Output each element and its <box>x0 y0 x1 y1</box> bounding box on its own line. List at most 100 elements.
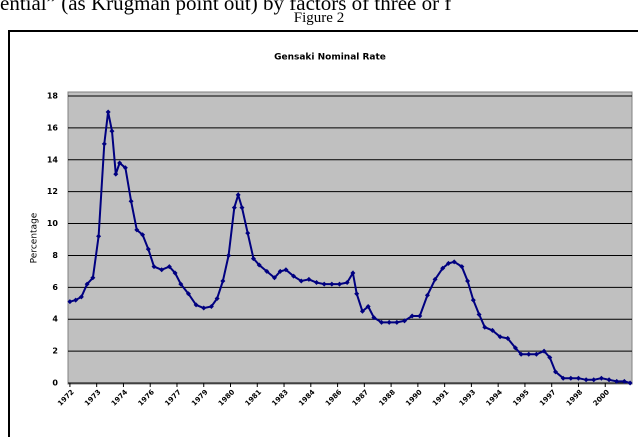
data-point <box>178 281 184 287</box>
data-point <box>533 351 539 357</box>
plot-area <box>67 91 633 385</box>
figure-label: Figure 2 <box>293 10 345 26</box>
data-point <box>344 280 350 286</box>
data-point <box>614 378 620 384</box>
data-point <box>113 171 119 177</box>
data-point <box>336 281 342 287</box>
y-tick-label: 0 <box>52 379 58 388</box>
data-point <box>214 295 220 301</box>
data-point <box>109 128 115 134</box>
data-point <box>208 303 214 309</box>
y-tick-label: 4 <box>52 315 58 324</box>
data-point <box>264 268 270 274</box>
data-point <box>621 378 627 384</box>
data-point <box>329 281 335 287</box>
data-point <box>226 252 232 258</box>
data-point <box>122 165 128 171</box>
data-point <box>151 264 157 270</box>
data-point <box>250 256 256 262</box>
body-text: ential” (as Krugman point out) by factor… <box>0 0 452 15</box>
data-point <box>277 268 283 274</box>
data-point <box>627 380 633 386</box>
data-point <box>451 259 457 265</box>
data-point <box>298 278 304 284</box>
y-tick-label: 2 <box>52 347 58 356</box>
data-point <box>239 205 245 211</box>
data-point <box>359 308 365 314</box>
data-point <box>235 192 241 198</box>
data-point <box>90 275 96 281</box>
y-tick-label: 10 <box>47 219 59 228</box>
data-point <box>541 348 547 354</box>
data-point <box>459 264 465 270</box>
y-tick-label: 8 <box>52 251 58 260</box>
data-point <box>172 270 178 276</box>
data-point <box>470 297 476 303</box>
data-point <box>185 291 191 297</box>
data-point <box>291 273 297 279</box>
y-tick-label: 14 <box>47 155 59 164</box>
data-point <box>409 313 415 319</box>
data-point <box>166 264 172 270</box>
data-point <box>350 270 356 276</box>
data-point <box>424 292 430 298</box>
data-point <box>445 260 451 266</box>
data-point <box>105 109 111 115</box>
data-point <box>512 345 518 351</box>
y-tick-label: 18 <box>47 92 59 101</box>
data-point <box>379 319 385 325</box>
data-point <box>134 227 140 233</box>
data-point <box>84 281 90 287</box>
data-point <box>306 276 312 282</box>
data-point <box>245 230 251 236</box>
data-point <box>354 291 360 297</box>
data-point <box>386 319 392 325</box>
data-point <box>591 377 597 383</box>
data-point <box>128 198 134 204</box>
data-point <box>394 319 400 325</box>
data-point <box>365 303 371 309</box>
data-point <box>193 302 199 308</box>
data-point <box>140 232 146 238</box>
data-point <box>432 276 438 282</box>
data-point <box>371 315 377 321</box>
data-point <box>256 262 262 268</box>
data-point <box>96 233 102 239</box>
data-point <box>78 294 84 300</box>
data-point <box>505 335 511 341</box>
data-point <box>73 297 79 303</box>
data-point <box>583 377 589 383</box>
y-axis-label: Percentage <box>30 212 40 263</box>
data-point <box>401 318 407 324</box>
data-point <box>598 375 604 381</box>
data-point <box>145 246 151 252</box>
data-point <box>283 267 289 273</box>
data-point <box>67 299 73 305</box>
data-point <box>201 305 207 311</box>
data-point <box>560 375 566 381</box>
y-tick-label: 6 <box>52 283 58 292</box>
data-point <box>553 369 559 375</box>
data-point <box>159 267 165 273</box>
data-point <box>526 351 532 357</box>
data-point <box>547 354 553 360</box>
data-point <box>465 278 471 284</box>
data-point <box>575 375 581 381</box>
data-point <box>417 313 423 319</box>
data-point <box>482 324 488 330</box>
data-point <box>271 275 277 281</box>
y-tick-label: 12 <box>47 187 58 196</box>
data-point <box>518 351 524 357</box>
data-point <box>489 327 495 333</box>
data-point <box>568 375 574 381</box>
data-point <box>440 265 446 271</box>
data-point <box>497 334 503 340</box>
data-point <box>476 311 482 317</box>
data-point <box>117 160 123 166</box>
data-point <box>220 278 226 284</box>
data-point <box>314 280 320 286</box>
data-point <box>321 281 327 287</box>
data-point <box>231 205 237 211</box>
